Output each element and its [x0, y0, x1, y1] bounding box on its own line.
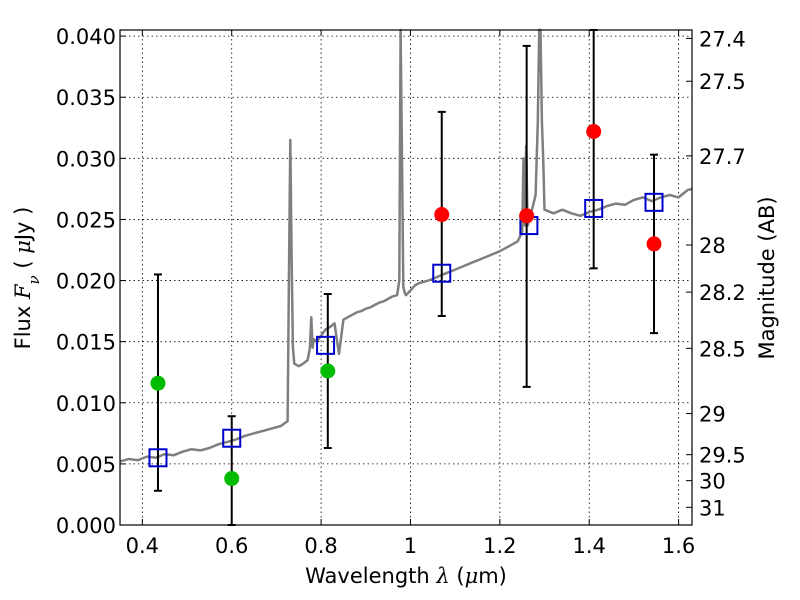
- y-tick-label: 0.025: [56, 208, 116, 232]
- axis-ticks: 0.4 0.6 0.8 1 1.2 1.4 1.6 0.000 0.005 0.010 0.015 0…: [56, 25, 746, 558]
- observed-flux-point: [320, 363, 336, 379]
- y-axis-label: Flux Fν ( μJy ): [11, 207, 43, 350]
- y2-tick-label: 30: [699, 470, 726, 494]
- x-tick-label: 1.2: [483, 534, 516, 558]
- plot-frame: [119, 29, 693, 526]
- observed-flux-point: [434, 207, 450, 223]
- grid: [120, 30, 692, 525]
- observed-flux-point: [150, 375, 166, 391]
- model-flux-square: [584, 198, 604, 218]
- y2-tick-label: 28.2: [699, 281, 746, 305]
- x-tick-label: 1.4: [573, 534, 606, 558]
- model-flux-square: [148, 448, 168, 468]
- y-tick-label: 0.015: [56, 331, 116, 355]
- y2-tick-label: 28.5: [699, 337, 746, 361]
- data-markers: [148, 123, 664, 487]
- model-flux-square: [644, 192, 664, 212]
- model-flux-square: [316, 335, 336, 355]
- y-tick-label: 0.020: [56, 270, 116, 294]
- y-tick-label: 0.000: [56, 514, 116, 538]
- sed-model: [119, 28, 693, 463]
- error-bars: [153, 29, 659, 526]
- y2-tick-label: 29.5: [699, 444, 746, 468]
- x-tick-label: 1.6: [662, 534, 695, 558]
- y2-tick-label: 28: [699, 234, 726, 258]
- y2-tick-label: 27.5: [699, 70, 746, 94]
- y2-tick-label: 27.7: [699, 145, 746, 169]
- x-tick-label: 0.6: [215, 534, 248, 558]
- y-tick-label: 0.005: [56, 453, 116, 477]
- observed-flux-point: [646, 236, 662, 252]
- sed-model-line: [119, 28, 693, 463]
- x-tick-label: 1: [404, 534, 417, 558]
- y-tick-label: 0.010: [56, 392, 116, 416]
- observed-flux-point: [519, 208, 535, 224]
- y2-tick-label: 31: [699, 496, 726, 520]
- x-tick-label: 0.4: [126, 534, 159, 558]
- model-flux-square: [222, 428, 242, 448]
- y-tick-label: 0.035: [56, 86, 116, 110]
- observed-flux-point: [224, 471, 240, 487]
- x-axis-label: Wavelength λ (μm): [305, 564, 507, 588]
- model-flux-square: [432, 263, 452, 283]
- y-tick-label: 0.030: [56, 147, 116, 171]
- observed-flux-point: [586, 123, 602, 139]
- x-tick-label: 0.8: [304, 534, 337, 558]
- y2-axis-label: Magnitude (AB): [755, 196, 779, 359]
- y2-tick-label: 27.4: [699, 27, 746, 51]
- y2-tick-label: 29: [699, 403, 726, 427]
- y-tick-label: 0.040: [56, 25, 116, 49]
